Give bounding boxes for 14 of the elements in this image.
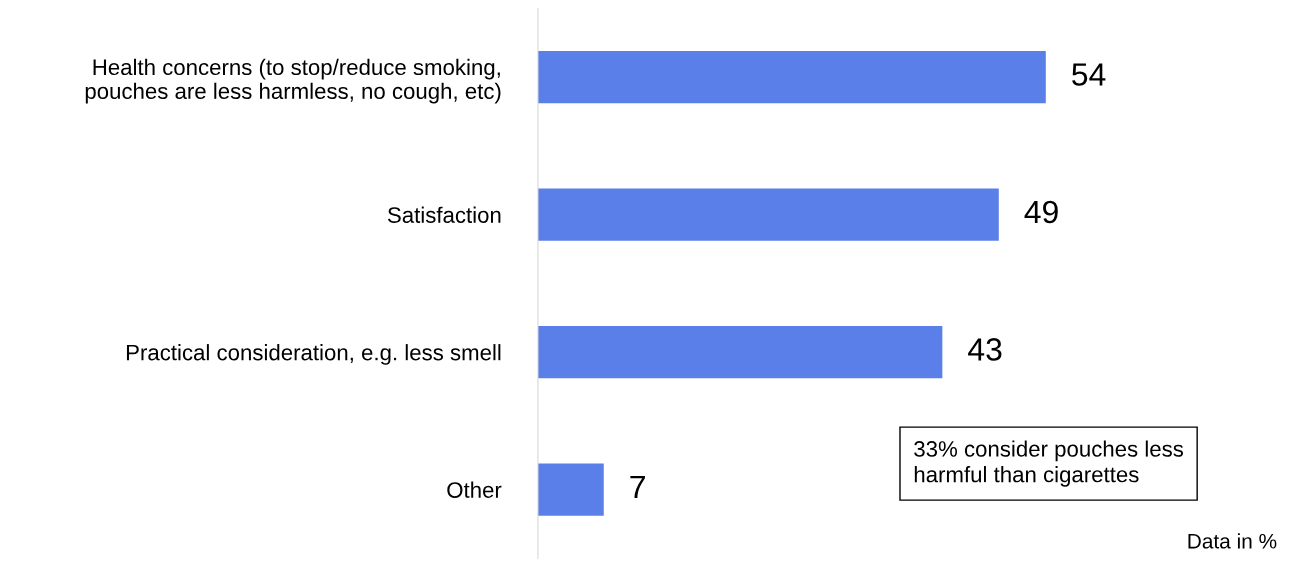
annotation: 33% consider pouches less harmful than cigarettes: [914, 440, 1184, 487]
y-tick-label: Satisfaction: [387, 206, 501, 223]
bar: [537, 463, 604, 516]
bar: [537, 51, 1046, 104]
bar: [537, 188, 999, 241]
data-label: 49: [1024, 200, 1058, 224]
bar: [537, 326, 943, 379]
y-tick-label: Other: [447, 481, 502, 498]
text: Data in %: [1188, 533, 1277, 549]
data-label: 43: [968, 338, 1002, 361]
y-tick-label: Health concerns (to stop/reduce smoking, pouches are less harmless, no cough, etc): [85, 58, 501, 104]
y-tick-label: Practical consideration, e.g. less smell: [126, 344, 501, 365]
data-label: 7: [630, 475, 645, 498]
data-label: 54: [1072, 63, 1106, 86]
